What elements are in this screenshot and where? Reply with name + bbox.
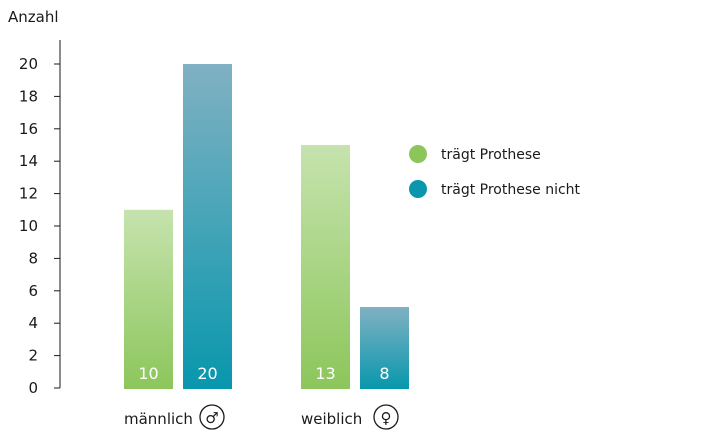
y-tick-label: 0	[28, 379, 38, 397]
category-labels: männlich ♂ weiblich ♀	[124, 404, 399, 430]
legend: trägt Prothese trägt Prothese nicht	[409, 145, 581, 198]
bar-value-label: 13	[315, 364, 335, 383]
bar-value-label: 20	[197, 364, 217, 383]
y-tick-label: 8	[28, 249, 38, 267]
bar-value-label: 10	[138, 364, 158, 383]
y-tick-label: 2	[28, 347, 38, 365]
y-tick-label: 14	[19, 152, 38, 170]
y-tick-label: 4	[28, 314, 38, 332]
y-tick-label: 18	[19, 87, 38, 105]
bar	[360, 307, 409, 389]
y-axis-title: Anzahl	[8, 8, 59, 26]
y-tick-label: 16	[19, 120, 38, 138]
female-icon: ♀	[381, 409, 392, 427]
bar	[124, 209, 173, 389]
bar	[183, 64, 232, 389]
y-tick-label: 6	[28, 282, 38, 300]
legend-label: trägt Prothese	[441, 147, 541, 163]
bars: 10 20 13 8	[124, 64, 409, 389]
female-symbol-ring	[373, 404, 399, 430]
y-tick-label: 10	[19, 217, 38, 235]
legend-marker	[409, 145, 427, 163]
y-axis: 0 2 4 6 8 10 12 14 16 18 20	[19, 40, 61, 397]
category-label: weiblich	[301, 410, 362, 428]
male-symbol-ring	[199, 404, 225, 430]
male-icon: ♂	[205, 409, 218, 427]
legend-marker	[409, 180, 427, 198]
bar-value-label: 8	[379, 364, 389, 383]
y-tick-label: 20	[19, 55, 38, 73]
y-tick-label: 12	[19, 185, 38, 203]
category-label: männlich	[124, 410, 193, 428]
legend-label: trägt Prothese nicht	[441, 182, 581, 198]
bar	[301, 145, 350, 389]
